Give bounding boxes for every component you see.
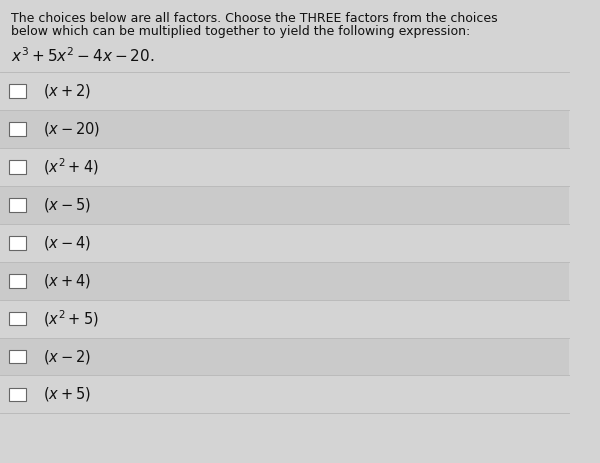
Bar bbox=[0, 300, 569, 338]
Text: $(x + 4)$: $(x + 4)$ bbox=[43, 272, 91, 289]
Bar bbox=[0, 338, 569, 375]
Text: $(x + 2)$: $(x + 2)$ bbox=[43, 82, 91, 100]
Bar bbox=[0, 186, 569, 224]
Bar bbox=[8, 388, 26, 401]
Bar bbox=[8, 236, 26, 250]
Bar bbox=[0, 262, 569, 300]
Bar bbox=[0, 224, 569, 262]
Text: $(x + 5)$: $(x + 5)$ bbox=[43, 386, 91, 403]
Text: $(x - 20)$: $(x - 20)$ bbox=[43, 120, 100, 138]
Text: $(x^2 + 4)$: $(x^2 + 4)$ bbox=[43, 156, 98, 177]
Text: below which can be multiplied together to yield the following expression:: below which can be multiplied together t… bbox=[11, 25, 470, 38]
Bar bbox=[8, 350, 26, 363]
Bar bbox=[0, 72, 569, 110]
Text: $(x^2 + 5)$: $(x^2 + 5)$ bbox=[43, 308, 98, 329]
Bar bbox=[8, 160, 26, 174]
Text: The choices below are all factors. Choose the THREE factors from the choices: The choices below are all factors. Choos… bbox=[11, 12, 498, 25]
Text: $(x - 4)$: $(x - 4)$ bbox=[43, 234, 91, 251]
Bar bbox=[0, 148, 569, 186]
Text: $(x - 5)$: $(x - 5)$ bbox=[43, 196, 91, 213]
Bar bbox=[8, 84, 26, 98]
Bar bbox=[8, 198, 26, 212]
Text: $(x - 2)$: $(x - 2)$ bbox=[43, 348, 91, 365]
Bar bbox=[0, 110, 569, 148]
Bar bbox=[0, 375, 569, 413]
Bar bbox=[8, 122, 26, 136]
Text: $x^3 + 5x^2 - 4x - 20.$: $x^3 + 5x^2 - 4x - 20.$ bbox=[11, 46, 155, 65]
Bar bbox=[8, 312, 26, 325]
Bar bbox=[8, 274, 26, 288]
